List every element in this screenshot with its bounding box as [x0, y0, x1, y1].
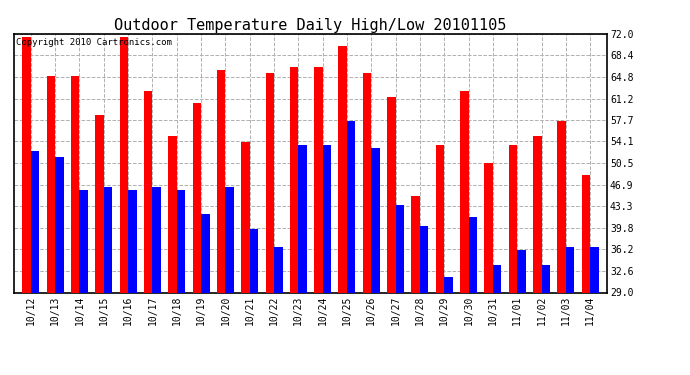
- Bar: [363, 73, 371, 375]
- Bar: [95, 115, 104, 375]
- Bar: [119, 37, 128, 375]
- Title: Outdoor Temperature Daily High/Low 20101105: Outdoor Temperature Daily High/Low 20101…: [115, 18, 506, 33]
- Bar: [128, 190, 137, 375]
- Bar: [290, 67, 298, 375]
- Bar: [79, 190, 88, 375]
- Bar: [347, 121, 355, 375]
- Bar: [217, 70, 226, 375]
- Bar: [144, 91, 152, 375]
- Bar: [193, 103, 201, 375]
- Bar: [266, 73, 274, 375]
- Bar: [395, 205, 404, 375]
- Bar: [314, 67, 323, 375]
- Bar: [533, 136, 542, 375]
- Bar: [168, 136, 177, 375]
- Bar: [420, 226, 428, 375]
- Bar: [509, 145, 518, 375]
- Bar: [47, 76, 55, 375]
- Bar: [411, 196, 420, 375]
- Bar: [323, 145, 331, 375]
- Bar: [582, 175, 590, 375]
- Text: Copyright 2010 Cartronics.com: Copyright 2010 Cartronics.com: [16, 38, 171, 46]
- Bar: [298, 145, 307, 375]
- Bar: [542, 266, 550, 375]
- Bar: [55, 157, 63, 375]
- Bar: [71, 76, 79, 375]
- Bar: [250, 230, 258, 375]
- Bar: [371, 148, 380, 375]
- Bar: [226, 187, 234, 375]
- Bar: [566, 248, 574, 375]
- Bar: [590, 248, 599, 375]
- Bar: [460, 91, 469, 375]
- Bar: [31, 151, 39, 375]
- Bar: [152, 187, 161, 375]
- Bar: [469, 217, 477, 375]
- Bar: [201, 214, 210, 375]
- Bar: [177, 190, 185, 375]
- Bar: [493, 266, 502, 375]
- Bar: [339, 46, 347, 375]
- Bar: [518, 251, 526, 375]
- Bar: [558, 121, 566, 375]
- Bar: [484, 163, 493, 375]
- Bar: [444, 278, 453, 375]
- Bar: [436, 145, 444, 375]
- Bar: [104, 187, 112, 375]
- Bar: [241, 142, 250, 375]
- Bar: [274, 248, 282, 375]
- Bar: [387, 97, 395, 375]
- Bar: [22, 37, 31, 375]
